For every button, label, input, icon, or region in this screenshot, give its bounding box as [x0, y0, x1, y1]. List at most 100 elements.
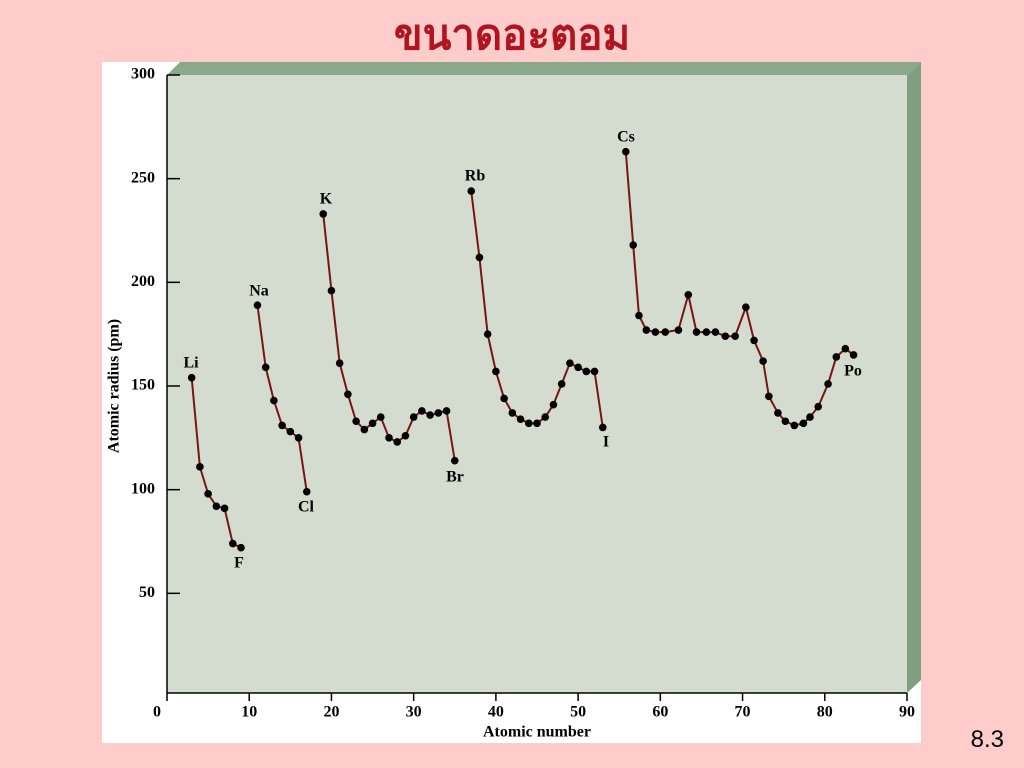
slide-number: 8.3	[970, 726, 1004, 753]
element-label: Cs	[617, 129, 635, 146]
data-point	[566, 359, 574, 367]
x-tick-label: 70	[735, 704, 751, 721]
data-point	[212, 502, 221, 511]
element-label: Rb	[465, 168, 486, 185]
data-point	[286, 427, 295, 436]
data-point	[393, 438, 402, 446]
data-point	[661, 328, 670, 336]
data-point	[508, 409, 517, 417]
data-point	[376, 413, 385, 421]
y-tick-label: 50	[139, 584, 155, 601]
data-point	[774, 409, 782, 417]
data-point	[467, 187, 476, 195]
data-point	[368, 419, 377, 428]
wall-top	[167, 62, 921, 75]
data-point	[344, 390, 352, 399]
data-point	[220, 504, 229, 513]
data-point	[674, 326, 683, 334]
element-label: Li	[183, 355, 199, 372]
x-tick-label: 50	[570, 704, 586, 721]
data-point	[711, 328, 720, 336]
data-point	[319, 210, 328, 218]
data-point	[849, 351, 858, 359]
data-point	[549, 400, 558, 409]
element-label: I	[603, 434, 609, 451]
x-axis-label: Atomic number	[483, 724, 591, 741]
data-point	[629, 241, 637, 249]
plot-area	[167, 75, 907, 693]
data-point	[832, 353, 841, 361]
data-point	[742, 303, 750, 312]
y-tick-label: 150	[131, 377, 155, 394]
x-tick-label: 40	[488, 704, 504, 721]
data-point	[360, 425, 369, 434]
data-point	[450, 456, 459, 465]
x-tick-label: 0	[153, 704, 161, 721]
data-point	[228, 539, 237, 548]
data-point	[475, 253, 484, 262]
data-point	[651, 328, 660, 336]
data-point	[483, 330, 492, 338]
data-point	[294, 434, 303, 442]
data-point	[409, 413, 418, 421]
element-label: K	[320, 191, 333, 208]
data-point	[187, 373, 196, 382]
data-point	[759, 357, 767, 365]
data-point	[590, 367, 599, 376]
data-point	[352, 417, 360, 426]
y-axis-label: Atomic radius (pm)	[106, 319, 123, 453]
x-tick-label: 80	[817, 704, 833, 721]
data-point	[582, 367, 591, 376]
data-point	[302, 487, 311, 496]
data-point	[426, 411, 434, 419]
data-point	[841, 344, 850, 353]
data-point	[799, 419, 808, 428]
slide-title: ขนาดอะตอม	[393, 13, 631, 59]
data-point	[574, 363, 582, 372]
y-tick-label: 250	[131, 169, 155, 186]
wall-side	[907, 62, 921, 693]
data-point	[385, 434, 393, 442]
data-point	[270, 396, 278, 405]
data-point	[750, 336, 758, 345]
data-point	[824, 380, 832, 388]
data-point	[524, 419, 533, 428]
data-point	[642, 326, 651, 334]
data-point	[516, 415, 525, 423]
data-point	[401, 431, 410, 440]
element-label: F	[234, 555, 244, 572]
data-point	[253, 301, 262, 309]
data-point	[335, 359, 344, 367]
data-point	[196, 463, 204, 471]
x-tick-label: 20	[323, 704, 339, 721]
x-tick-label: 10	[241, 704, 257, 721]
data-point	[500, 394, 508, 403]
data-point	[790, 421, 799, 430]
data-point	[806, 413, 814, 421]
data-point	[765, 392, 773, 401]
data-point	[278, 421, 286, 430]
data-point	[261, 363, 270, 372]
data-point	[442, 407, 451, 415]
x-tick-label: 60	[652, 704, 668, 721]
data-point	[684, 290, 693, 299]
element-label: Po	[844, 363, 862, 380]
data-point	[622, 147, 630, 156]
y-tick-label: 200	[131, 273, 155, 290]
data-point	[418, 407, 426, 415]
element-label: Na	[249, 283, 269, 300]
element-label: Br	[446, 469, 464, 486]
data-point	[327, 286, 336, 295]
data-point	[557, 380, 566, 388]
data-point	[598, 423, 607, 432]
data-point	[781, 417, 790, 426]
element-label: Cl	[298, 499, 315, 516]
data-point	[692, 328, 701, 336]
data-point	[731, 332, 739, 341]
data-point	[721, 332, 730, 341]
data-point	[237, 543, 245, 552]
y-tick-label: 300	[131, 66, 155, 83]
y-tick-label: 100	[131, 480, 155, 497]
